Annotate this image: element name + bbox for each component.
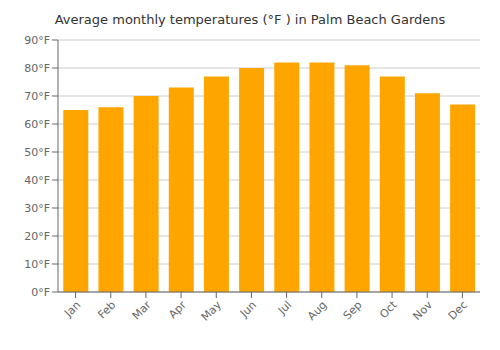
- svg-text:20°F: 20°F: [24, 230, 50, 243]
- svg-text:Oct: Oct: [377, 298, 400, 321]
- svg-text:Nov: Nov: [411, 298, 436, 323]
- svg-text:30°F: 30°F: [24, 202, 50, 215]
- svg-text:60°F: 60°F: [24, 118, 50, 131]
- svg-text:Mar: Mar: [130, 298, 154, 322]
- svg-text:Jul: Jul: [275, 298, 294, 317]
- html-text:Average monthly temperatures (: Average monthly temperatures (°F ) in Pa…: [54, 12, 446, 27]
- svg-text:Apr: Apr: [166, 298, 189, 321]
- svg-text:Jan: Jan: [61, 298, 83, 320]
- svg-text:0°F: 0°F: [31, 286, 50, 299]
- svg-text:May: May: [199, 298, 225, 324]
- svg-text:70°F: 70°F: [24, 90, 50, 103]
- svg-text:Aug: Aug: [305, 298, 329, 322]
- svg-text:80°F: 80°F: [24, 62, 50, 75]
- svg-text:Dec: Dec: [446, 298, 470, 322]
- svg-text:Jun: Jun: [237, 298, 259, 320]
- svg-text:10°F: 10°F: [24, 258, 50, 271]
- svg-text:Feb: Feb: [95, 298, 118, 321]
- svg-text:50°F: 50°F: [24, 146, 50, 159]
- svg-text:90°F: 90°F: [24, 34, 50, 47]
- svg-text:40°F: 40°F: [24, 174, 50, 187]
- svg-text:Sep: Sep: [341, 298, 365, 322]
